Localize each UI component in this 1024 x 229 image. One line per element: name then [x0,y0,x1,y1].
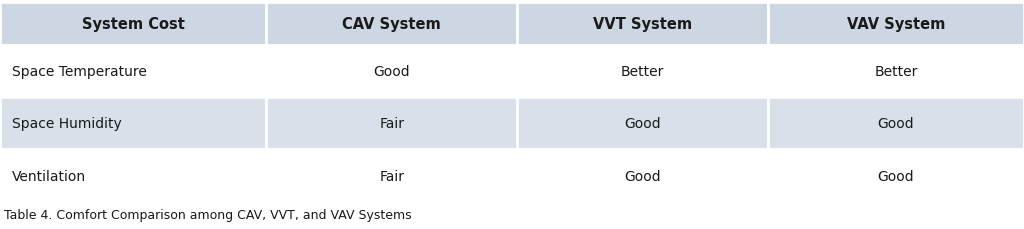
Bar [0,3,266,46]
Text: Better: Better [621,65,665,79]
Bar [517,98,768,150]
Bar [768,3,1024,46]
Text: Good: Good [878,169,914,183]
Text: Space Temperature: Space Temperature [12,65,147,79]
Text: Good: Good [878,117,914,131]
Text: Good: Good [625,169,660,183]
Text: VAV System: VAV System [847,17,945,32]
Text: Better: Better [874,65,918,79]
Bar [266,3,517,46]
Bar [768,46,1024,98]
Text: Fair: Fair [379,117,404,131]
Text: Space Humidity: Space Humidity [12,117,122,131]
Bar [266,150,517,202]
Bar [266,46,517,98]
Text: Ventilation: Ventilation [12,169,86,183]
Text: System Cost: System Cost [82,17,184,32]
Text: Good: Good [374,65,410,79]
Bar [768,98,1024,150]
Bar [0,46,266,98]
Bar [768,150,1024,202]
Bar [517,150,768,202]
Bar [517,46,768,98]
Text: Fair: Fair [379,169,404,183]
Text: Table 4. Comfort Comparison among CAV, VVT, and VAV Systems: Table 4. Comfort Comparison among CAV, V… [4,208,412,221]
Bar [0,150,266,202]
Text: CAV System: CAV System [342,17,441,32]
Bar [0,98,266,150]
Bar [266,98,517,150]
Text: VVT System: VVT System [593,17,692,32]
Bar [517,3,768,46]
Text: Good: Good [625,117,660,131]
